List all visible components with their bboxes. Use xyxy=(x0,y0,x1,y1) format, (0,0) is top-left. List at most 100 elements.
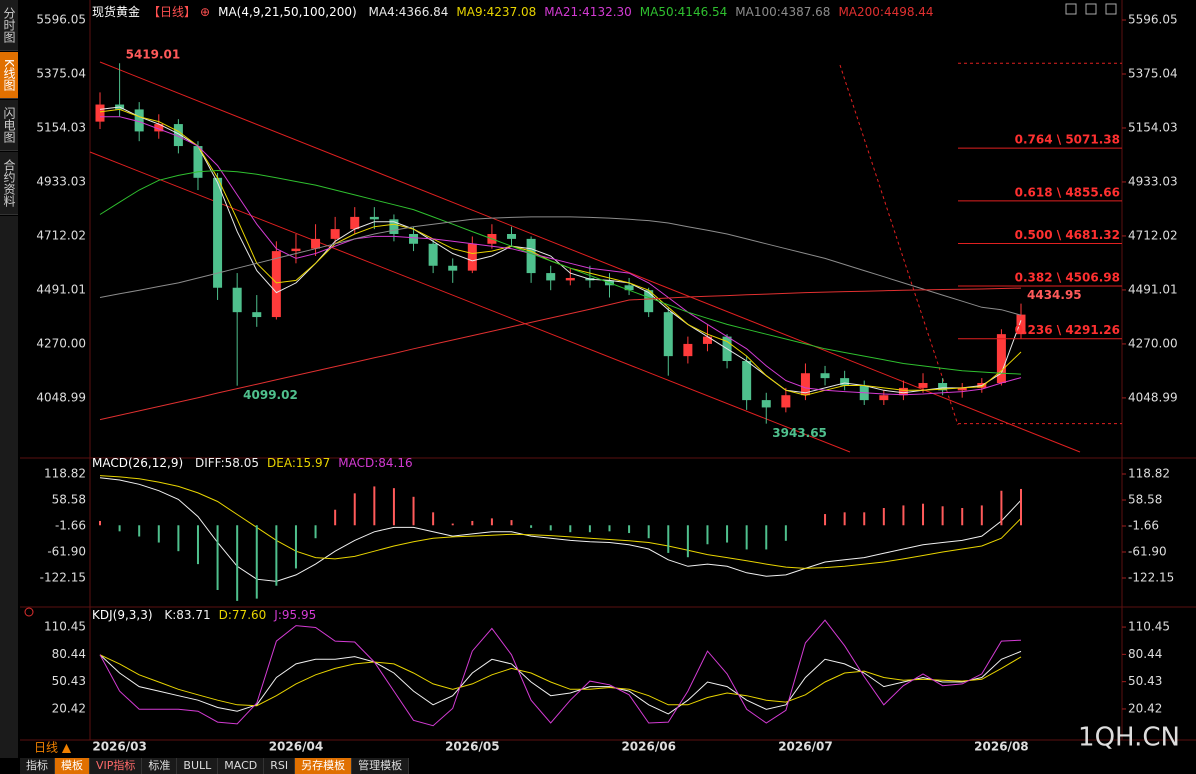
candle-body xyxy=(742,361,752,401)
candle-body xyxy=(800,373,810,396)
header: 现货黄金 【日线】 ⊕ MA(4,9,21,50,100,200) MA4:4366.… xyxy=(92,3,942,20)
legend-entry: MA100:4387.68 xyxy=(735,5,831,19)
indicator: MACD(26,12,9) xyxy=(92,456,184,470)
candle-body xyxy=(565,277,575,281)
candle-body xyxy=(350,216,360,230)
price-annotation: 4434.95 xyxy=(1027,288,1082,302)
candle-body xyxy=(840,378,850,386)
x-tick-label: 2026/05 xyxy=(445,740,499,754)
y-tick-label: -122.15 xyxy=(40,571,86,585)
candle-body xyxy=(761,400,771,408)
y-tick-label: -122.15 xyxy=(1128,571,1174,585)
symbol: 现货黄金 xyxy=(92,5,141,19)
trend-line xyxy=(99,61,1081,453)
sidebar-tab[interactable]: K线图 xyxy=(0,52,18,99)
candle-body xyxy=(879,395,889,401)
y-tick-label: 110.45 xyxy=(1128,620,1170,634)
candle-body xyxy=(683,343,693,357)
legend-entry: DEA:15.97 xyxy=(267,456,331,470)
y-tick-label: 80.44 xyxy=(1128,647,1162,661)
candle-body xyxy=(702,336,712,344)
tab[interactable]: MACD xyxy=(218,758,265,774)
y-tick-label: 110.45 xyxy=(44,620,86,634)
panel-icon[interactable] xyxy=(24,607,34,617)
fib-label: 0.764 \ 5071.38 xyxy=(1015,133,1120,147)
candle-body xyxy=(1016,314,1026,335)
legend-entry: MA4:4366.84 xyxy=(368,5,449,19)
x-tick-label: 2026/03 xyxy=(92,740,146,754)
y-tick-label: -61.90 xyxy=(1128,544,1167,558)
tab[interactable]: RSI xyxy=(264,758,296,774)
candle-body xyxy=(820,373,830,379)
x-tick-label: 2026/08 xyxy=(974,740,1028,754)
candle-body xyxy=(95,104,105,122)
legend-entry: D:77.60 xyxy=(218,608,267,622)
panel xyxy=(99,475,1022,601)
y-tick-label: 4048.99 xyxy=(36,390,86,404)
candle-body xyxy=(311,238,321,249)
tab[interactable]: 模板 xyxy=(55,758,90,774)
candle-body xyxy=(291,248,301,252)
candle-body xyxy=(624,285,634,291)
candle-body xyxy=(193,146,203,178)
candle-body xyxy=(957,387,967,391)
tab-bar: 指标 模板 VIP指标 标准 BULL MACD RSI 另存模板 管理模板 xyxy=(20,758,410,774)
sidebar-tab[interactable]: 合约资料 xyxy=(0,152,18,215)
y-tick-label: 4048.99 xyxy=(1128,390,1178,404)
x-tick-label: 2026/07 xyxy=(778,740,832,754)
y-tick-label: 5154.03 xyxy=(36,120,86,134)
legend-entry: MA50:4146.54 xyxy=(639,5,728,19)
header: MACD(26,12,9) DIFF:58.05 DEA:15.97 MACD:84… xyxy=(92,456,421,470)
header: KDJ(9,3,3) K:83.71 D:77.60 J:95.95 xyxy=(92,608,324,622)
indicator: MA(4,9,21,50,100,200) xyxy=(218,5,357,19)
fib-label: 0.618 \ 4855.66 xyxy=(1015,185,1120,199)
candle-body xyxy=(467,243,477,271)
period-menu[interactable]: 日线 ▲ xyxy=(34,741,72,755)
candle-body xyxy=(546,273,556,281)
sidebar-tab[interactable]: 分时图 xyxy=(0,0,18,51)
period: 【日线】 xyxy=(148,5,197,19)
fib-label: 0.236 \ 4291.26 xyxy=(1015,323,1120,337)
legend-entry: K:83.71 xyxy=(164,608,211,622)
y-tick-label: -1.66 xyxy=(55,518,86,532)
icon[interactable] xyxy=(1065,3,1077,15)
series-line xyxy=(99,477,1022,582)
sidebar xyxy=(0,216,18,758)
tab[interactable]: 标准 xyxy=(142,758,178,774)
candle-body xyxy=(271,251,281,318)
tab[interactable]: 另存模板 xyxy=(295,758,353,774)
y-tick-label: 4491.01 xyxy=(36,282,86,296)
icon[interactable] xyxy=(1085,3,1097,15)
tab[interactable]: 指标 xyxy=(20,758,55,774)
series-line xyxy=(99,475,1022,569)
candle-body xyxy=(232,287,242,313)
series-line xyxy=(99,287,1022,421)
candle-body xyxy=(134,109,144,132)
x-tick-label: 2026/06 xyxy=(621,740,675,754)
y-tick-label: 4933.03 xyxy=(36,174,86,188)
y-tick-label: 20.42 xyxy=(52,701,86,715)
y-tick-label: 118.82 xyxy=(44,466,86,480)
series-line xyxy=(99,654,1022,707)
candle-body xyxy=(918,383,928,388)
indicator: KDJ(9,3,3) xyxy=(92,608,153,622)
background xyxy=(20,0,1196,758)
sidebar-tab[interactable]: 闪电图 xyxy=(0,100,18,151)
icon[interactable] xyxy=(1105,3,1117,15)
candle-body xyxy=(389,219,399,234)
add-icon[interactable]: ⊕ xyxy=(200,5,211,19)
candle-body xyxy=(330,229,340,239)
candle-body xyxy=(448,265,458,271)
y-tick-label: -1.66 xyxy=(1128,518,1159,532)
y-tick-label: 5596.05 xyxy=(1128,13,1178,27)
tab[interactable]: VIP指标 xyxy=(90,758,143,774)
legend-entry: J:95.95 xyxy=(274,608,317,622)
candle-body xyxy=(781,395,791,408)
price-annotation: 4099.02 xyxy=(243,388,298,402)
price-annotation: 5419.01 xyxy=(126,48,181,62)
tab[interactable]: BULL xyxy=(177,758,219,774)
y-tick-label: 58.58 xyxy=(1128,492,1162,506)
tab[interactable]: 管理模板 xyxy=(352,758,410,774)
